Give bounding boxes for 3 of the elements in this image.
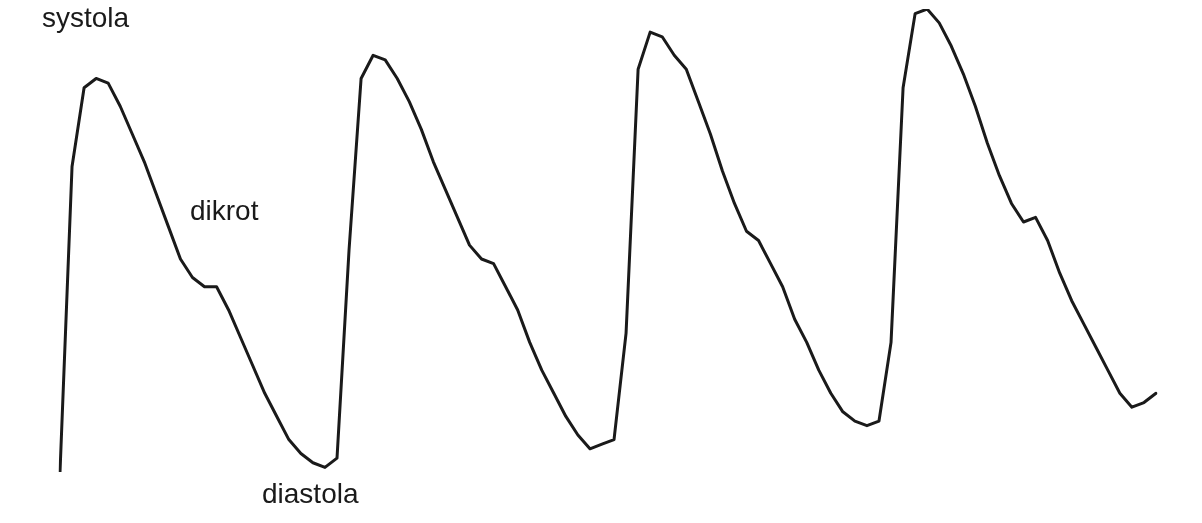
annotation: dikrot	[190, 195, 259, 227]
text: diastola	[262, 478, 359, 510]
annotation: systola	[42, 2, 130, 34]
